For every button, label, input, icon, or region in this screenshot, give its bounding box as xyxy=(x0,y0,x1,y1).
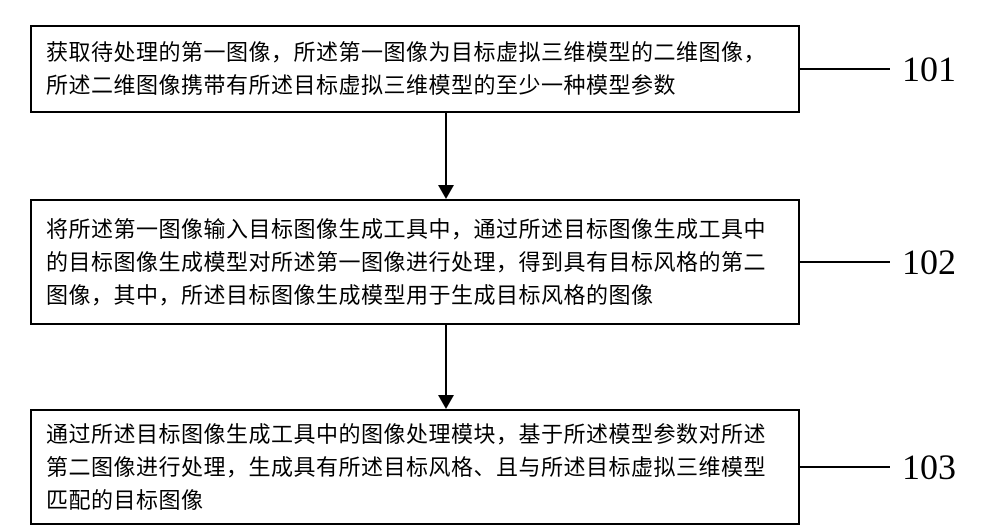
step-label-102: 102 xyxy=(902,241,956,283)
step-connector-101 xyxy=(800,68,890,70)
step-box-103: 通过所述目标图像生成工具中的图像处理模块，基于所述模型参数对所述第二图像进行处理… xyxy=(30,409,800,525)
step-connector-102 xyxy=(800,261,890,263)
step-label-103: 103 xyxy=(902,446,956,488)
flow-step-103: 通过所述目标图像生成工具中的图像处理模块，基于所述模型参数对所述第二图像进行处理… xyxy=(30,409,970,525)
flow-step-102: 将所述第一图像输入目标图像生成工具中，通过所述目标图像生成工具中的目标图像生成模… xyxy=(30,199,970,325)
arrow-head-icon xyxy=(438,185,454,199)
step-box-101: 获取待处理的第一图像，所述第一图像为目标虚拟三维模型的二维图像，所述二维图像携带… xyxy=(30,25,800,113)
step-connector-103 xyxy=(800,466,890,468)
arrow-line-0 xyxy=(445,113,447,185)
step-text-103: 通过所述目标图像生成工具中的图像处理模块，基于所述模型参数对所述第二图像进行处理… xyxy=(46,418,784,517)
arrow-line-1 xyxy=(445,325,447,395)
flow-step-101: 获取待处理的第一图像，所述第一图像为目标虚拟三维模型的二维图像，所述二维图像携带… xyxy=(30,25,970,113)
step-box-102: 将所述第一图像输入目标图像生成工具中，通过所述目标图像生成工具中的目标图像生成模… xyxy=(30,199,800,325)
step-label-101: 101 xyxy=(902,48,956,90)
step-text-102: 将所述第一图像输入目标图像生成工具中，通过所述目标图像生成工具中的目标图像生成模… xyxy=(46,213,784,312)
step-text-101: 获取待处理的第一图像，所述第一图像为目标虚拟三维模型的二维图像，所述二维图像携带… xyxy=(46,36,784,102)
flowchart-container: 获取待处理的第一图像，所述第一图像为目标虚拟三维模型的二维图像，所述二维图像携带… xyxy=(30,25,970,501)
arrow-head-icon xyxy=(438,395,454,409)
